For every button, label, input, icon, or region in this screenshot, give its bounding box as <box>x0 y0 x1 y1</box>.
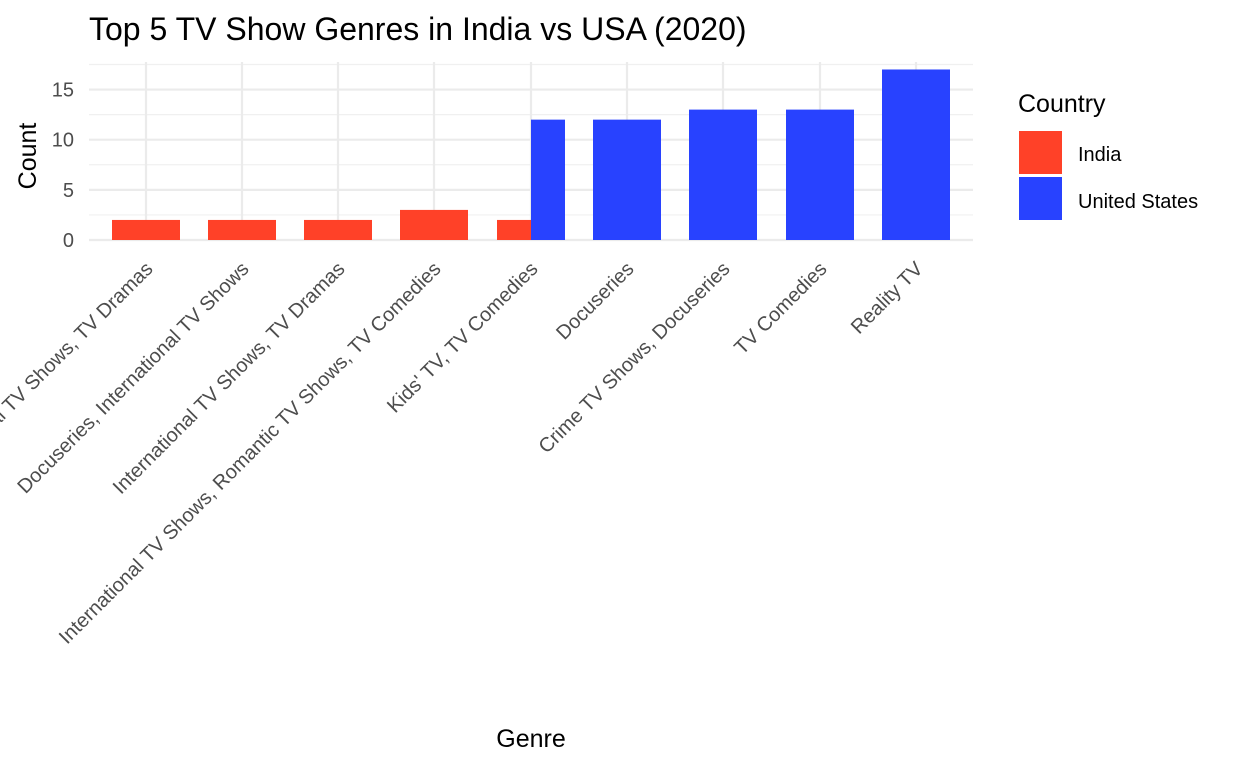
legend-label-india: India <box>1078 144 1122 166</box>
y-tick-label: 5 <box>63 180 74 202</box>
x-tick-labels: International TV Shows, TV DramasDocuser… <box>0 258 928 649</box>
bar-united-states-8 <box>882 69 950 241</box>
y-tick-labels: 0 5 10 15 <box>52 80 74 252</box>
chart-title: Top 5 TV Show Genres in India vs USA (20… <box>89 11 747 47</box>
x-axis-title: Genre <box>496 725 565 753</box>
legend-label-united-states: United States <box>1078 191 1198 213</box>
legend-title: Country <box>1018 90 1106 118</box>
bar-united-states-6 <box>689 109 757 240</box>
x-tick-label: Docuseries <box>552 258 638 344</box>
legend-key-united-states <box>1019 177 1062 220</box>
bars <box>112 69 950 241</box>
y-tick-label: 0 <box>63 230 74 252</box>
legend-key-india <box>1019 131 1062 174</box>
bar-india-3 <box>400 209 468 240</box>
y-axis-title: Count <box>14 123 42 190</box>
bar-india-0 <box>112 219 180 240</box>
x-tick-label: Reality TV <box>847 258 928 339</box>
bar-india-2 <box>304 219 372 240</box>
bar-united-states-5 <box>593 119 661 240</box>
x-tick-label: Crime TV Shows, Docuseries <box>535 258 735 458</box>
bar-united-states-4 <box>531 119 565 240</box>
y-tick-label: 15 <box>52 80 74 102</box>
bar-india-4 <box>497 219 531 240</box>
legend: Country India United States <box>1018 90 1198 220</box>
x-tick-label: TV Comedies <box>730 258 831 359</box>
bar-india-1 <box>208 219 276 240</box>
y-tick-label: 10 <box>52 130 74 152</box>
bar-united-states-7 <box>786 109 854 240</box>
